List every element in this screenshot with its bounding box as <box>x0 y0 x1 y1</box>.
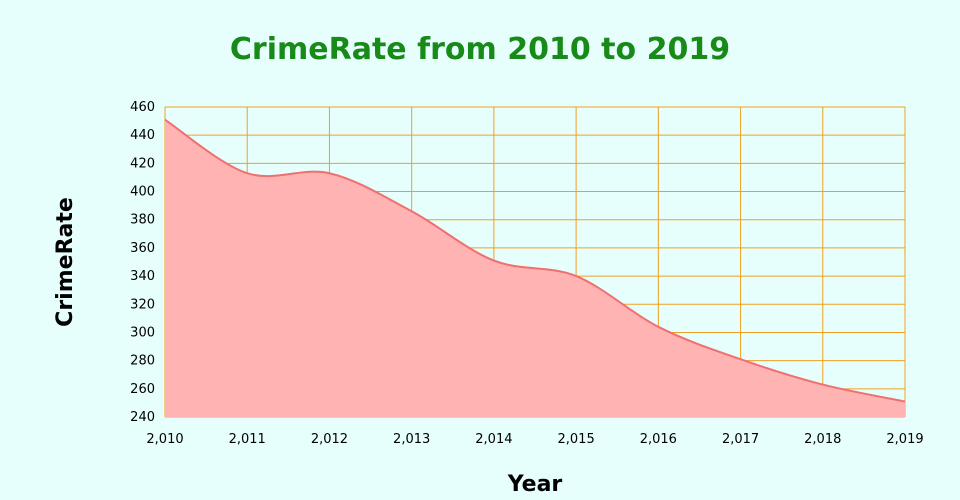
x-tick-label: 2,019 <box>886 432 923 447</box>
y-tick-label: 380 <box>130 213 155 228</box>
x-axis-ticks: 2,010 2,011 2,012 2,013 2,014 2,015 2,016 2,017… <box>146 432 923 447</box>
y-tick-label: 340 <box>130 269 155 284</box>
y-tick-label: 300 <box>130 325 155 340</box>
y-tick-label: 260 <box>130 382 155 397</box>
x-axis-title: Year <box>507 472 563 497</box>
y-tick-label: 320 <box>130 297 155 312</box>
area-layer <box>164 118 906 417</box>
y-axis-title: CrimeRate <box>53 197 78 327</box>
x-tick-label: 2,012 <box>311 432 348 447</box>
x-tick-label: 2,010 <box>146 432 183 447</box>
y-tick-label: 460 <box>130 100 155 115</box>
y-tick-label: 400 <box>130 185 155 200</box>
series-line <box>164 118 906 403</box>
x-tick-label: 2,015 <box>558 432 595 447</box>
x-tick-label: 2,018 <box>804 432 841 447</box>
y-tick-label: 420 <box>130 156 155 171</box>
x-tick-label: 2,016 <box>640 432 677 447</box>
y-tick-label: 360 <box>130 241 155 256</box>
y-tick-label: 280 <box>130 354 155 369</box>
x-tick-label: 2,013 <box>393 432 430 447</box>
chart-title: CrimeRate from 2010 to 2019 <box>230 32 730 67</box>
y-tick-label: 240 <box>130 410 155 425</box>
x-tick-label: 2,017 <box>722 432 759 447</box>
x-tick-label: 2,014 <box>475 432 512 447</box>
x-tick-label: 2,011 <box>229 432 266 447</box>
y-tick-label: 440 <box>130 128 155 143</box>
y-axis-ticks: 240 260 280 300 320 340 360 380 400 420 440 460 <box>130 100 155 425</box>
